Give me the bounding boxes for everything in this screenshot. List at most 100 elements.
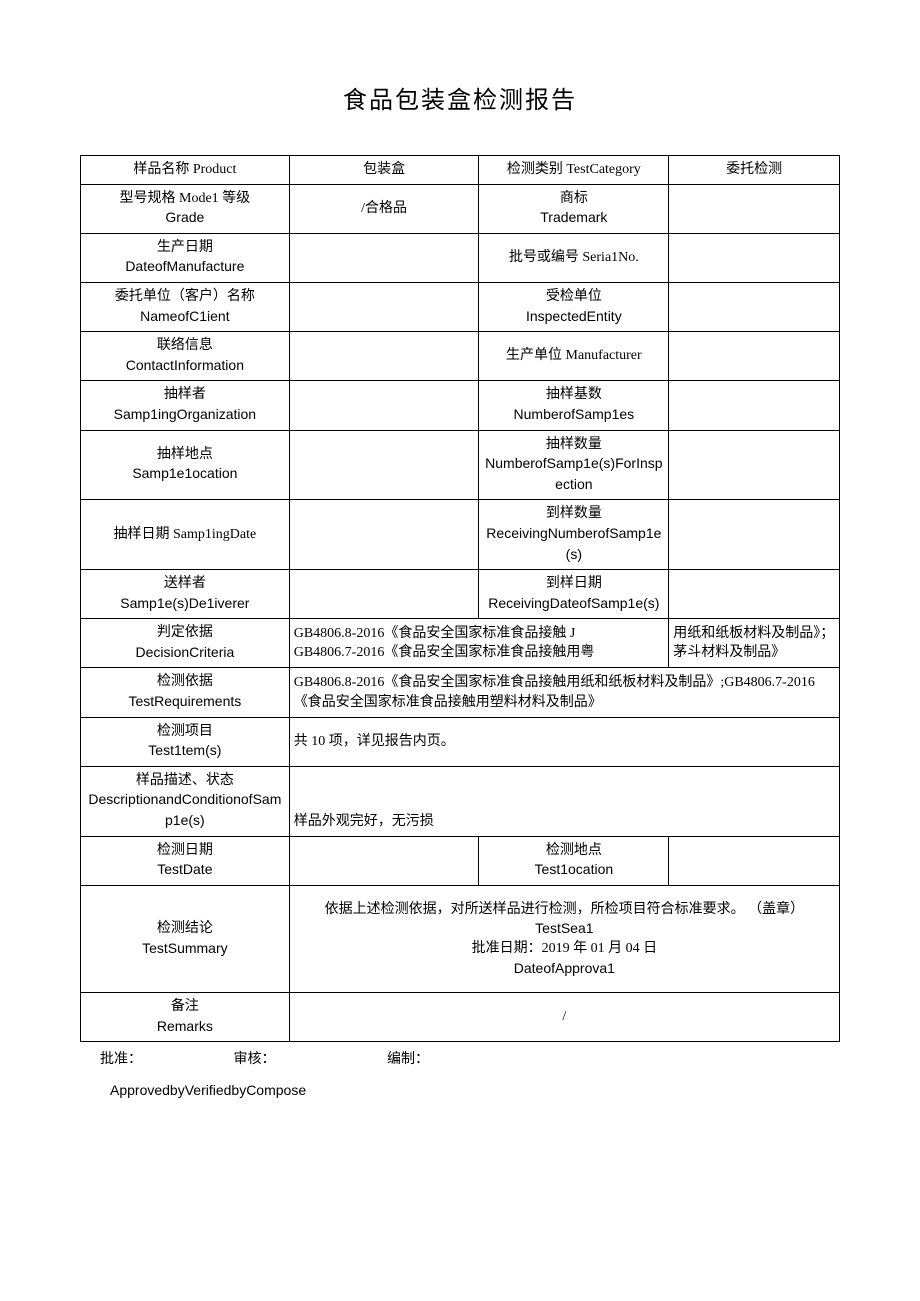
value-numinsp [669,430,840,500]
label-criteria-cn: 判定依据 [157,625,213,640]
label-recvdate-cn: 到样日期 [546,576,602,591]
summary-line4: DateofApprova1 [298,959,831,979]
value-client [289,282,479,331]
label-numsamples-cn: 抽样基数 [546,387,602,402]
label-deliverer-en: Samp1e(s)De1iverer [120,595,249,611]
label-criteria: 判定依据 DecisionCriteria [81,619,290,668]
value-testloc [669,836,840,885]
label-testreq-en: TestRequirements [128,693,241,709]
table-row: 联络信息 ContactInformation 生产单位 Manufacture… [81,332,840,381]
value-mfgdate [289,233,479,282]
value-serial [669,233,840,282]
label-testitem: 检测项目 Test1tem(s) [81,717,290,766]
value-inspected [669,282,840,331]
value-testdate [289,836,479,885]
label-remarks-en: Remarks [157,1018,213,1034]
table-row: 检测日期 TestDate 检测地点 Test1ocation [81,836,840,885]
label-desc-en: DescriptionandConditionofSamp1e(s) [88,791,281,828]
label-summary-cn: 检测结论 [157,921,213,936]
label-testitem-cn: 检测项目 [157,724,213,739]
table-row: 样品名称 Product 包装盒 检测类别 TestCategory 委托检测 [81,156,840,185]
value-recvnum [669,500,840,570]
table-row: 检测依据 TestRequirements GB4806.8-2016《食品安全… [81,668,840,717]
label-inspected-cn: 受检单位 [546,289,602,304]
value-deliverer [289,570,479,619]
label-trademark-cn: 商标 [560,191,588,206]
signature-line: 批准： 审核： 编制： [80,1048,840,1068]
value-manufacturer [669,332,840,381]
label-sampleloc: 抽样地点 Samp1e1ocation [81,430,290,500]
label-client: 委托单位（客户）名称 NameofC1ient [81,282,290,331]
table-row: 抽样地点 Samp1e1ocation 抽样数量 NumberofSamp1e(… [81,430,840,500]
label-trademark: 商标 Trademark [479,184,669,233]
value-testitem: 共 10 项，详见报告内页。 [289,717,839,766]
label-client-en: NameofC1ient [140,308,230,324]
label-model-cn: 型号规格 Mode1 等级 [120,191,251,206]
label-testloc: 检测地点 Test1ocation [479,836,669,885]
value-desc: 样品外观完好，无污损 [289,766,839,836]
label-remarks: 备注 Remarks [81,993,290,1042]
label-sampler: 抽样者 Samp1ingOrganization [81,381,290,430]
table-row: 样品描述、状态 DescriptionandConditionofSamp1e(… [81,766,840,836]
value-trademark [669,184,840,233]
label-numinsp: 抽样数量 NumberofSamp1e(s)ForInspection [479,430,669,500]
label-contact-en: ContactInformation [126,357,244,373]
label-recvnum-cn: 到样数量 [546,506,602,521]
label-client-cn: 委托单位（客户）名称 [115,289,255,304]
label-testdate-cn: 检测日期 [157,843,213,858]
value-contact [289,332,479,381]
label-mfgdate: 生产日期 DateofManufacture [81,233,290,282]
signature-line-en: ApprovedbyVerifiedbyCompose [80,1082,840,1098]
table-row: 备注 Remarks / [81,993,840,1042]
label-testitem-en: Test1tem(s) [148,742,221,758]
label-desc-cn: 样品描述、状态 [136,773,234,788]
sign-compose: 编制： [387,1048,429,1068]
value-numsamples [669,381,840,430]
label-trademark-en: Trademark [540,209,607,225]
table-row: 抽样者 Samp1ingOrganization 抽样基数 NumberofSa… [81,381,840,430]
value-criteria-right: 用纸和纸板材料及制品》； 茅斗材料及制品》 [669,619,840,668]
label-manufacturer: 生产单位 Manufacturer [479,332,669,381]
label-recvdate-en: ReceivingDateofSamp1e(s) [488,595,659,611]
label-deliverer-cn: 送样者 [164,576,206,591]
summary-line2: TestSea1 [298,919,831,939]
label-numinsp-cn: 抽样数量 [546,437,602,452]
label-mfgdate-en: DateofManufacture [125,258,244,274]
label-deliverer: 送样者 Samp1e(s)De1iverer [81,570,290,619]
sign-approve: 批准： [100,1048,230,1068]
label-sampleloc-en: Samp1e1ocation [132,465,237,481]
label-model-en: Grade [165,209,204,225]
value-remarks: / [289,993,839,1042]
label-summary-en: TestSummary [142,940,228,956]
value-criteria-left: GB4806.8-2016《食品安全国家标准食品接触 J GB4806.7-20… [289,619,669,668]
value-recvdate [669,570,840,619]
label-recvnum-en: ReceivingNumberofSamp1e(s) [486,525,661,562]
table-row: 生产日期 DateofManufacture 批号或编号 Seria1No. [81,233,840,282]
value-model: /合格品 [289,184,479,233]
table-row: 送样者 Samp1e(s)De1iverer 到样日期 ReceivingDat… [81,570,840,619]
table-row: 委托单位（客户）名称 NameofC1ient 受检单位 InspectedEn… [81,282,840,331]
label-sampler-cn: 抽样者 [164,387,206,402]
table-row: 型号规格 Mode1 等级 Grade /合格品 商标 Trademark [81,184,840,233]
label-recvdate: 到样日期 ReceivingDateofSamp1e(s) [479,570,669,619]
label-numsamples-en: NumberofSamp1es [514,406,635,422]
label-sampleloc-cn: 抽样地点 [157,447,213,462]
label-contact-cn: 联络信息 [157,338,213,353]
label-inspected-en: InspectedEntity [526,308,622,324]
label-testdate-en: TestDate [157,861,212,877]
label-inspected: 受检单位 InspectedEntity [479,282,669,331]
label-criteria-en: DecisionCriteria [135,644,234,660]
table-row: 抽样日期 Samp1ingDate 到样数量 ReceivingNumberof… [81,500,840,570]
label-testloc-en: Test1ocation [535,861,614,877]
value-testreq: GB4806.8-2016《食品安全国家标准食品接触用纸和纸板材料及制品》;GB… [289,668,839,717]
label-testdate: 检测日期 TestDate [81,836,290,885]
sign-verify: 审核： [234,1048,384,1068]
label-desc: 样品描述、状态 DescriptionandConditionofSamp1e(… [81,766,290,836]
table-row: 检测项目 Test1tem(s) 共 10 项，详见报告内页。 [81,717,840,766]
label-product: 样品名称 Product [81,156,290,185]
label-testreq-cn: 检测依据 [157,674,213,689]
label-contact: 联络信息 ContactInformation [81,332,290,381]
label-sampdate: 抽样日期 Samp1ingDate [81,500,290,570]
label-mfgdate-cn: 生产日期 [157,240,213,255]
label-recvnum: 到样数量 ReceivingNumberofSamp1e(s) [479,500,669,570]
